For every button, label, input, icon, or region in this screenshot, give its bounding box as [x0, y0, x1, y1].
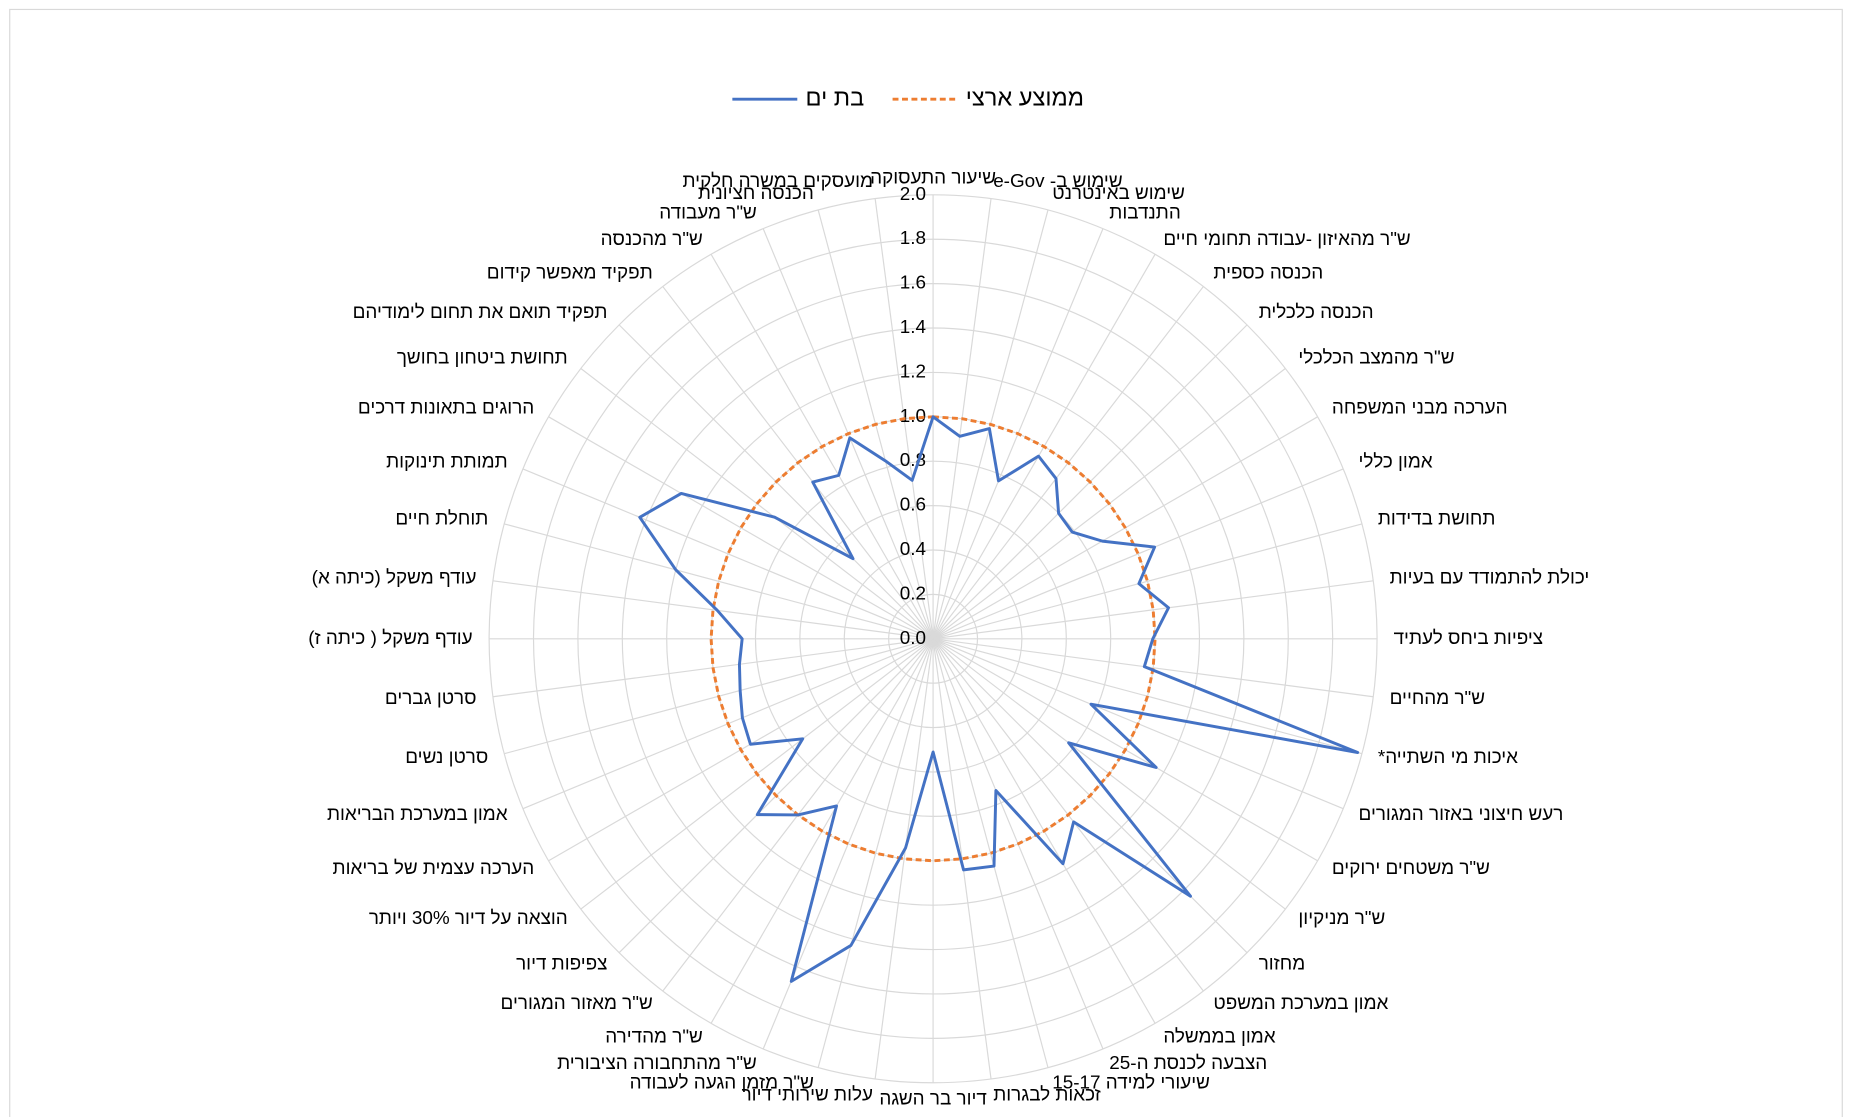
category-label: ש"ר מזמן הגעה לעבודה — [630, 1073, 814, 1094]
category-label: ש"ר מהמצב הכלכלי — [1298, 347, 1454, 368]
category-label: אמון בממשלה — [1163, 1027, 1275, 1048]
category-label: איכות מי השתייה* — [1378, 747, 1518, 768]
category-label: תפקיד תואם את תחום לימודיהם — [353, 302, 608, 323]
category-label: ש"ר מהתחבורה הציבורית — [557, 1053, 757, 1074]
spoke — [933, 638, 1374, 698]
category-label: יכולת להתמודד עם בעיות — [1390, 568, 1590, 589]
category-label: תמותת תינוקות — [386, 452, 508, 473]
category-label: אמון כללי — [1359, 452, 1433, 473]
spoke — [933, 580, 1374, 640]
category-label: סרטן גברים — [385, 688, 477, 709]
legend-label: ממוצע ארצי — [966, 85, 1084, 111]
category-label: תחושת ביטחון בחושך — [397, 347, 568, 368]
r-tick-label: 1.4 — [900, 317, 926, 338]
category-label: ש"ר מהכנסה — [601, 229, 703, 250]
series-line — [638, 415, 1360, 983]
r-tick-label: 2.0 — [900, 184, 926, 205]
r-tick-label: 1.8 — [900, 228, 926, 249]
spoke — [932, 523, 1363, 640]
legend: בת ים ממוצע ארצי — [732, 85, 1084, 111]
category-label: מועסקים במשרה חלקית — [683, 171, 873, 192]
series-line — [709, 415, 1157, 863]
category-label: ש"ר מהחיים — [1390, 688, 1485, 709]
category-label: הכנסה כלכלית — [1259, 302, 1374, 323]
category-label: ש"ר מהדירה — [605, 1027, 703, 1048]
category-label: שימוש ב- e-Gov — [993, 171, 1122, 192]
r-tick-label: 0.0 — [900, 628, 926, 649]
r-tick-label: 0.6 — [900, 495, 926, 516]
category-label: ש"ר מהאיזון -עבודה תחומי חיים — [1163, 229, 1410, 250]
spoke — [874, 638, 934, 1080]
category-label: דיור בר השגה — [879, 1088, 987, 1109]
legend-label: בת ים — [806, 85, 865, 111]
category-label: עודף משקל (כיתה א) — [312, 568, 477, 589]
category-label: הכנסה חציונית — [698, 183, 814, 204]
category-label: תחושת בדידות — [1378, 509, 1496, 530]
category-label: מחזור — [1259, 953, 1305, 974]
spoke — [522, 468, 934, 640]
spoke — [932, 468, 1344, 640]
category-label: צפיפות דיור — [516, 953, 607, 974]
spoke — [548, 416, 934, 640]
chart-frame — [9, 8, 1843, 1117]
category-label: שיעורי למידה 15-17 — [1052, 1073, 1210, 1094]
category-label: זכאות לבגרות — [993, 1084, 1101, 1105]
category-label: הכנסה כספית — [1213, 262, 1323, 283]
category-label: שיעור התעסוקה — [870, 167, 996, 188]
category-label: עודף משקל ( כיתה ז) — [308, 628, 472, 649]
category-label: הערכה מבני המשפחה — [1332, 398, 1508, 419]
spoke — [504, 523, 934, 640]
category-label: ש"ר משטחים ירוקים — [1332, 858, 1490, 879]
category-label: הצבעה לכנסת ה-25 — [1109, 1053, 1267, 1074]
spoke — [932, 638, 1049, 1068]
category-label: ש"ר מאזור המגורים — [501, 993, 653, 1014]
category-label: התנדבות — [1109, 202, 1180, 223]
category-label: ש"ר מעבודה — [659, 202, 757, 223]
category-label: עלות שירותי דיור — [742, 1084, 873, 1105]
category-label: רעש חיצוני באזור המגורים — [1359, 804, 1564, 825]
category-label: סרטן נשים — [405, 747, 488, 768]
category-label: הרוגים בתאונות דרכים — [358, 398, 534, 419]
grid — [488, 194, 1378, 1084]
category-label: שימוש באינטרנט — [1052, 183, 1185, 204]
spoke — [817, 638, 934, 1068]
category-label: תפקיד מאפשר קידום — [487, 262, 653, 283]
r-tick-label: 1.2 — [900, 361, 926, 382]
plot — [638, 415, 1360, 983]
r-tick-label: 1.0 — [900, 406, 926, 427]
category-label: תוחלת חיים — [395, 509, 488, 530]
spoke — [492, 580, 934, 640]
r-tick-label: 0.2 — [900, 583, 926, 604]
category-label: ציפיות ביחס לעתיד — [1394, 628, 1543, 649]
r-tick-label: 1.6 — [900, 273, 926, 294]
category-label: אמון במערכת הבריאות — [327, 804, 508, 825]
category-label: הוצאה על דיור 30% ויותר — [369, 908, 568, 929]
category-label: אמון במערכת המשפט — [1213, 993, 1388, 1014]
category-label: ש"ר מניקיון — [1298, 908, 1385, 929]
r-tick-label: 0.4 — [900, 539, 926, 560]
category-label: הערכה עצמית של בריאות — [333, 858, 535, 879]
